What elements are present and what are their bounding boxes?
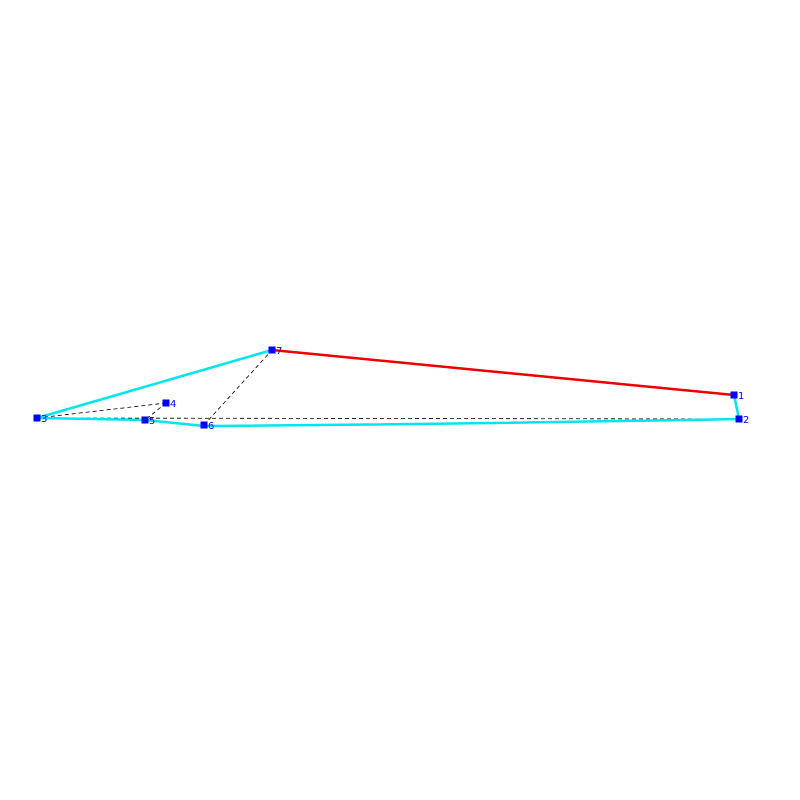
node <box>735 415 743 423</box>
node-label: 3 <box>41 414 47 425</box>
node <box>141 416 149 424</box>
dashed-edge <box>203 349 273 426</box>
dashed-edge <box>36 402 167 419</box>
node <box>162 399 170 407</box>
node-label: 1 <box>738 391 744 402</box>
cyan-edge <box>36 348 273 420</box>
node-label: 5 <box>149 416 155 427</box>
cyan-edge <box>36 416 146 422</box>
node <box>268 346 276 354</box>
node <box>200 421 208 429</box>
dashed-edge <box>36 417 740 420</box>
red-edge <box>271 348 735 397</box>
node-label: 4 <box>170 399 176 410</box>
cyan-edge <box>732 394 741 420</box>
cyan-edge <box>203 417 740 428</box>
node <box>730 391 738 399</box>
node-label: 6 <box>208 421 214 432</box>
node-label: 2 <box>743 415 749 426</box>
node <box>33 414 41 422</box>
cyan-edge <box>144 418 205 428</box>
node-label: 7 <box>276 346 282 357</box>
node-group: 1 2 3 4 5 6 7 <box>33 346 749 432</box>
